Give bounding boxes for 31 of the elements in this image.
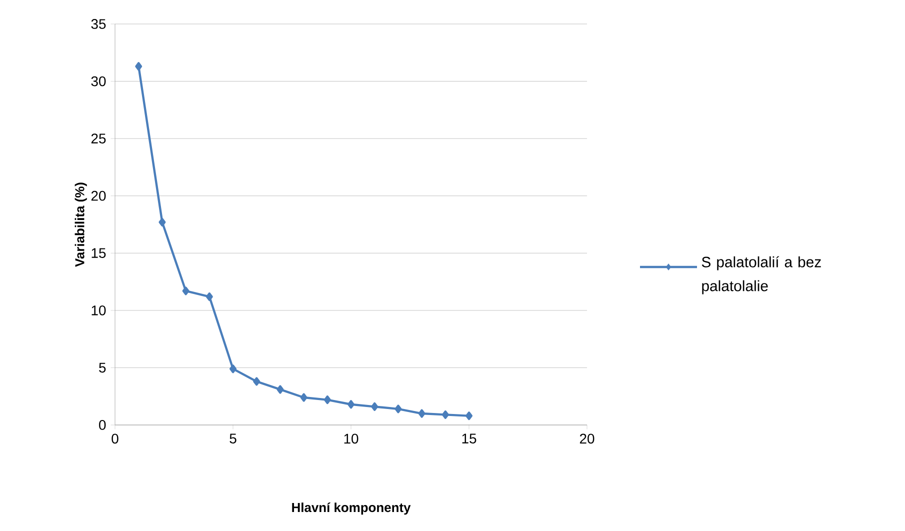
y-tick-label: 35 <box>91 19 106 29</box>
point <box>253 377 260 386</box>
point <box>394 404 402 414</box>
legend-label: S palatolalií a bez palatolalie <box>702 256 821 294</box>
x-axis-title: Hlavní komponenty <box>292 502 411 515</box>
point <box>276 385 284 394</box>
y-tick-label: 15 <box>92 248 106 258</box>
point <box>371 402 378 411</box>
point <box>466 412 472 420</box>
point <box>135 62 142 71</box>
x-tick-label: 0 <box>112 434 118 444</box>
x-tick-label: 10 <box>344 434 358 444</box>
point <box>182 286 190 296</box>
y-tick-label: 0 <box>99 420 106 430</box>
y-tick-label: 25 <box>91 134 106 144</box>
y-tick-label: 10 <box>92 305 106 316</box>
point <box>300 393 308 402</box>
x-tick-label: 5 <box>230 434 236 444</box>
y-tick-label: 5 <box>99 362 106 373</box>
y-axis-title: Variabilita (%) <box>74 182 87 267</box>
point <box>206 292 213 301</box>
point <box>324 396 331 404</box>
point <box>348 400 354 409</box>
y-tick-label: 20 <box>91 190 106 201</box>
point <box>158 218 166 226</box>
x-tick-label: 20 <box>580 434 594 444</box>
y-tick-label: 30 <box>91 76 106 86</box>
point <box>230 364 236 374</box>
x-tick-label: 15 <box>462 434 476 444</box>
point <box>418 409 426 418</box>
point <box>442 410 449 419</box>
